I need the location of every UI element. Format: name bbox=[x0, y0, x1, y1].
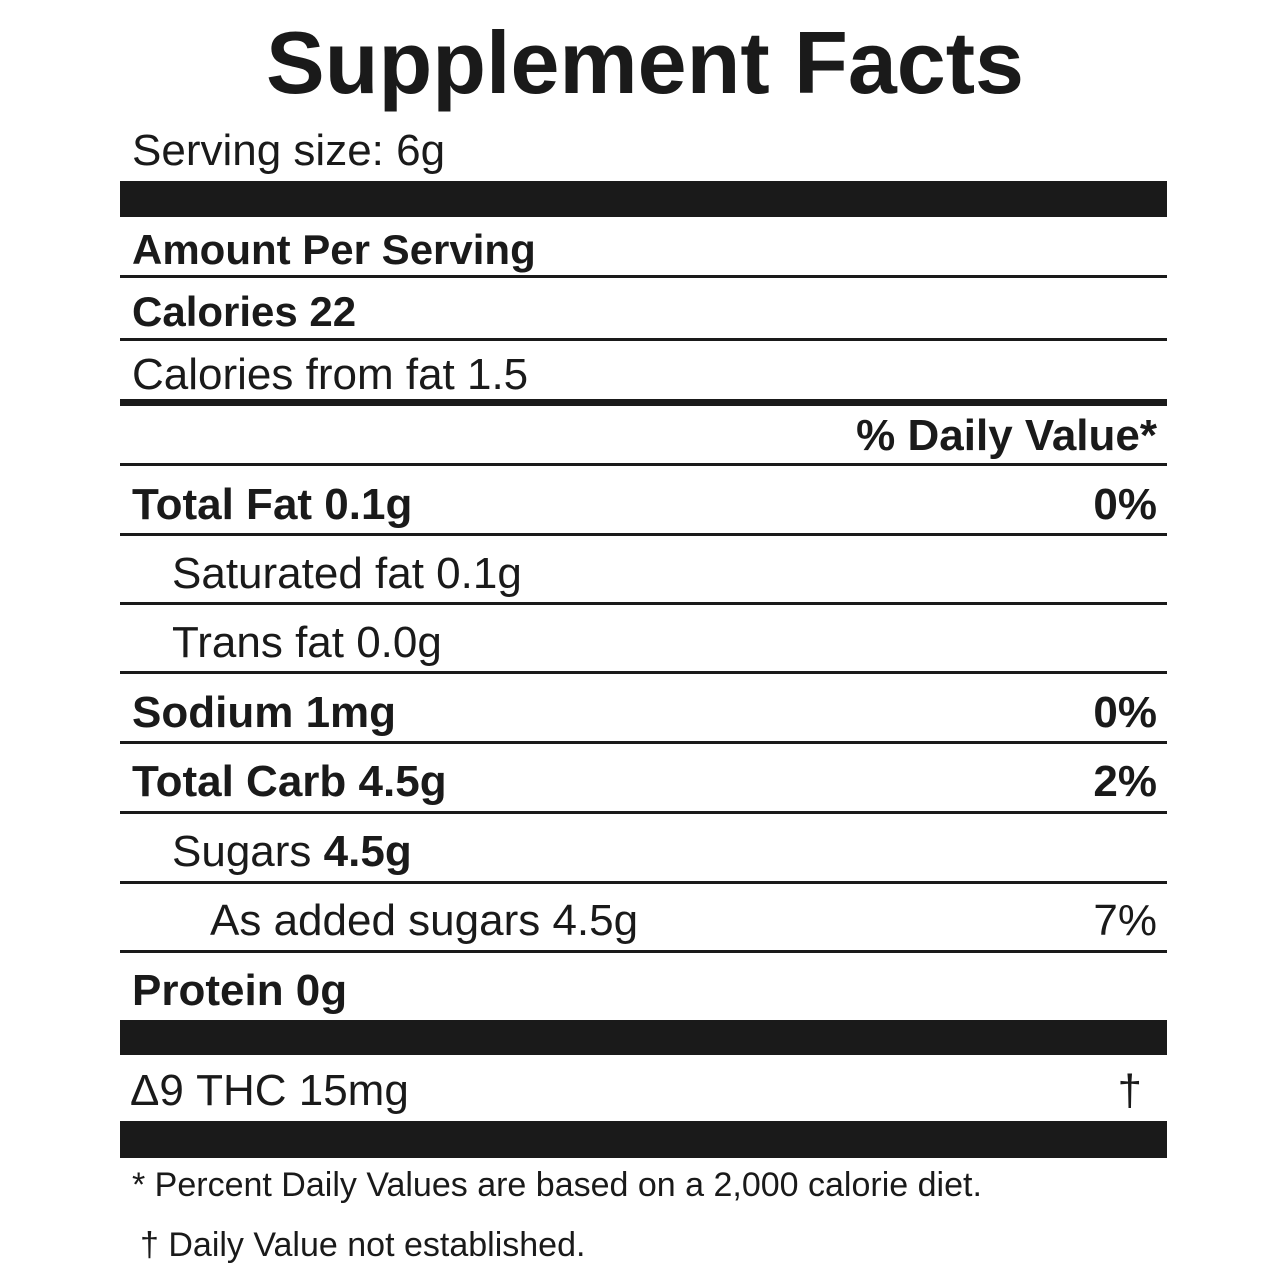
divider bbox=[120, 602, 1167, 605]
divider bbox=[120, 671, 1167, 674]
divider bbox=[120, 741, 1167, 744]
divider bbox=[120, 881, 1167, 884]
footnote-not-established: † Daily Value not established. bbox=[140, 1226, 586, 1264]
sodium-dv: 0% bbox=[1093, 688, 1157, 737]
serving-size: Serving size: 6g bbox=[132, 126, 446, 175]
thc: Δ9 THC 15mg bbox=[130, 1066, 409, 1115]
protein: Protein 0g bbox=[132, 966, 348, 1015]
divider bbox=[120, 533, 1167, 536]
added-sugars: As added sugars 4.5g bbox=[210, 896, 639, 945]
total-carb: Total Carb 4.5g bbox=[132, 757, 447, 806]
divider bbox=[120, 399, 1167, 406]
thc-dv: † bbox=[1117, 1066, 1142, 1115]
panel-title: Supplement Facts bbox=[266, 13, 1024, 112]
divider bbox=[120, 950, 1167, 953]
daily-value-header: % Daily Value* bbox=[856, 411, 1157, 460]
sodium: Sodium 1mg bbox=[132, 688, 397, 737]
total-fat: Total Fat 0.1g bbox=[132, 480, 413, 529]
total-fat-dv: 0% bbox=[1093, 480, 1157, 529]
footnote-daily-value: * Percent Daily Values are based on a 2,… bbox=[132, 1166, 982, 1204]
divider bbox=[120, 275, 1167, 278]
calories-from-fat: Calories from fat 1.5 bbox=[132, 350, 529, 399]
divider bbox=[120, 1121, 1167, 1158]
trans-fat: Trans fat 0.0g bbox=[172, 618, 442, 667]
divider bbox=[120, 463, 1167, 466]
divider bbox=[120, 338, 1167, 341]
divider bbox=[120, 811, 1167, 814]
amount-per-serving: Amount Per Serving bbox=[132, 226, 536, 273]
added-sugars-dv: 7% bbox=[1093, 896, 1157, 945]
divider bbox=[120, 181, 1167, 217]
divider bbox=[120, 1020, 1167, 1055]
calories: Calories 22 bbox=[132, 288, 357, 335]
sugars: Sugars 4.5g bbox=[172, 827, 412, 876]
saturated-fat: Saturated fat 0.1g bbox=[172, 549, 522, 598]
total-carb-dv: 2% bbox=[1093, 757, 1157, 806]
